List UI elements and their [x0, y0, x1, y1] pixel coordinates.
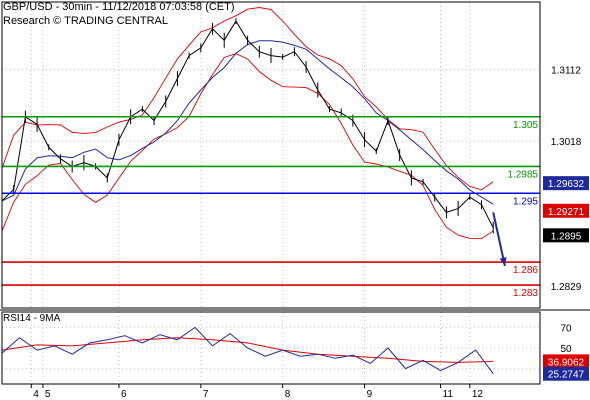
level-label-2: 1.295: [513, 196, 538, 207]
xtick-label-4: 8: [285, 389, 291, 400]
level-label-4: 1.283: [513, 288, 538, 299]
xtick-label-6: 11: [443, 389, 454, 400]
price-series: [1, 18, 494, 234]
ytick-label-0: 1.3112: [551, 65, 581, 76]
rsi-ma-line: [1, 337, 494, 363]
price-badge-1: 1.29271: [548, 207, 585, 218]
rsi-title: RSI14 - 9MA: [3, 313, 61, 324]
rsi-badge-bg-1: [543, 366, 589, 381]
projection-shaft: [492, 212, 506, 267]
chart-title: GBP/USD - 30min - 11/12/2018 07:03:58 (C…: [3, 1, 235, 13]
price-badge-bg-1: [543, 203, 589, 218]
chart-source: Research © TRADING CENTRAL: [3, 15, 168, 27]
rsi-line: [1, 326, 494, 374]
level-label-3: 1.286: [513, 265, 538, 276]
ma-line: [1, 40, 494, 205]
chart-frame: [0, 1, 590, 385]
price-badge-bg-2: [543, 228, 589, 243]
indicator-badges: 1.29632 1.29271 1.2895: [543, 176, 589, 243]
xtick-label-1: 5: [45, 389, 51, 400]
xtick-label-0: 4: [33, 389, 39, 400]
rsi-badge-0: 36.9062: [548, 357, 585, 368]
x-axis: 4 5 6 7 8 9 11 12: [30, 384, 484, 400]
rsi-ytick-0: 70: [560, 323, 572, 334]
ytick-label-1: 1.3018: [551, 137, 582, 148]
main-panel-frame: [1, 1, 541, 309]
xtick-label-7: 12: [472, 389, 484, 400]
xtick-label-2: 6: [121, 389, 127, 400]
level-label-1: 1.2985: [507, 169, 538, 180]
ytick-label-2: 1.2829: [551, 282, 582, 293]
price-badge-bg-0: [543, 176, 589, 191]
projection-arrow: [492, 212, 507, 267]
rsi-ytick-1: 50: [560, 344, 572, 355]
horizontal-levels: 1.305 1.2985 1.295 1.286 1.283: [2, 115, 540, 299]
price-line: [1, 20, 494, 228]
price-badge-0: 1.29632: [548, 179, 585, 190]
y-axis: 1.3112 1.3018 1.2829: [551, 65, 582, 292]
price-badge-2: 1.2895: [551, 231, 582, 242]
projection-head: [499, 257, 507, 266]
level-label-0: 1.305: [513, 120, 538, 131]
xtick-label-3: 7: [203, 389, 209, 400]
moving-average: [1, 40, 494, 205]
rsi-badge-1: 25.2747: [548, 370, 585, 381]
xtick-label-5: 9: [367, 389, 373, 400]
rsi-panel-frame: [1, 311, 541, 385]
rsi-badge-bg-0: [543, 354, 589, 369]
band-upper: [1, 7, 494, 191]
